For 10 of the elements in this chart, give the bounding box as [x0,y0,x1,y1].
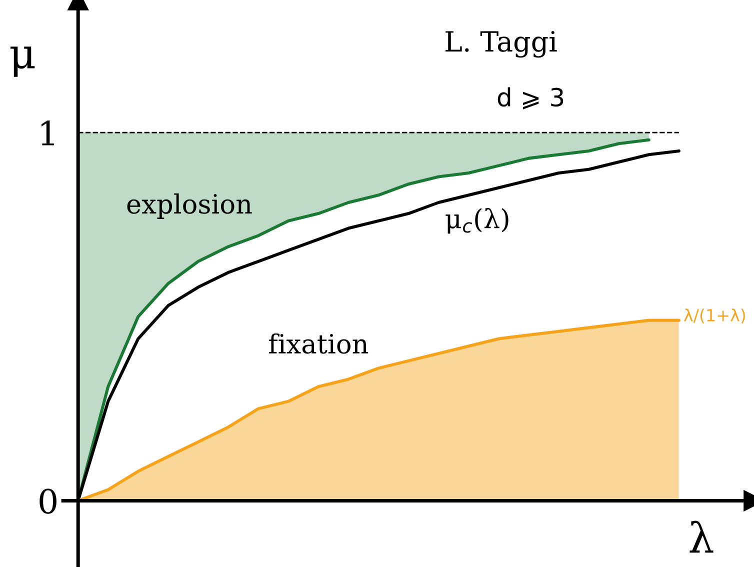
y-tick-label: 1 [42,120,54,146]
annotation: d ⩾ 3 [498,87,564,110]
annotation: μ$_{c}$(λ) [446,208,508,234]
text: λ/(1+λ) [684,308,745,324]
y-tick-label: 0 [40,488,56,514]
annotation: explosion [127,193,252,219]
annotation: L. Taggi [446,31,557,58]
y-axis-title: μ [10,46,35,77]
annotation: fixation [269,333,368,354]
x-axis-title: λ [690,520,714,553]
